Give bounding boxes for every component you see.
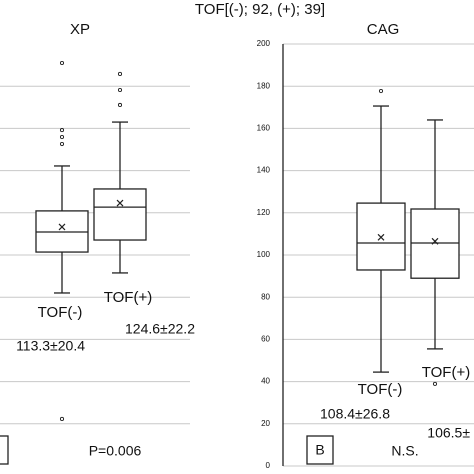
outlier xyxy=(117,102,123,108)
category-label: TOF(-) xyxy=(358,381,403,398)
panel-box xyxy=(0,435,9,465)
outlier xyxy=(117,87,123,93)
y-tick-label: 160 xyxy=(257,124,271,133)
outlier xyxy=(59,128,65,133)
chart-title: CAG xyxy=(367,21,400,38)
y-tick-label: 80 xyxy=(261,292,270,301)
mean-marker xyxy=(431,237,439,245)
y-tick-label: 60 xyxy=(261,335,270,344)
stats-label: 108.4±26.8 xyxy=(320,406,390,422)
box xyxy=(93,188,147,241)
stats-label: 106.5± xyxy=(427,425,470,441)
outlier xyxy=(117,71,123,77)
outlier xyxy=(378,89,384,94)
outlier xyxy=(59,135,65,140)
mean-marker xyxy=(377,233,385,241)
panel-label: B xyxy=(315,442,324,458)
y-tick-label: 140 xyxy=(257,166,271,175)
figure-title: TOF[(-); 92, (+); 39] xyxy=(195,1,325,18)
y-tick-label: 180 xyxy=(257,81,271,90)
y-tick-label: 100 xyxy=(257,250,271,259)
y-tick-label: 0 xyxy=(266,461,271,470)
outlier xyxy=(59,141,65,147)
stats-label: 124.6±22.2 xyxy=(125,321,195,337)
category-label: TOF(+) xyxy=(422,364,470,381)
y-tick-label: 200 xyxy=(257,39,271,48)
outlier xyxy=(59,60,65,66)
outlier xyxy=(59,416,65,421)
outlier xyxy=(432,381,438,386)
chart-title: XP xyxy=(70,21,90,38)
y-tick-label: 40 xyxy=(261,377,270,386)
p-value: P=0.006 xyxy=(89,443,142,459)
panel-box xyxy=(306,435,334,465)
stats-label: 113.3±20.4 xyxy=(16,338,85,354)
mean-marker xyxy=(116,199,124,207)
category-label: TOF(+) xyxy=(104,289,152,306)
p-value: N.S. xyxy=(391,443,418,459)
category-label: TOF(-) xyxy=(38,304,83,321)
y-tick-label: 120 xyxy=(257,208,271,217)
mean-marker xyxy=(58,223,66,231)
y-tick-label: 20 xyxy=(261,419,270,428)
